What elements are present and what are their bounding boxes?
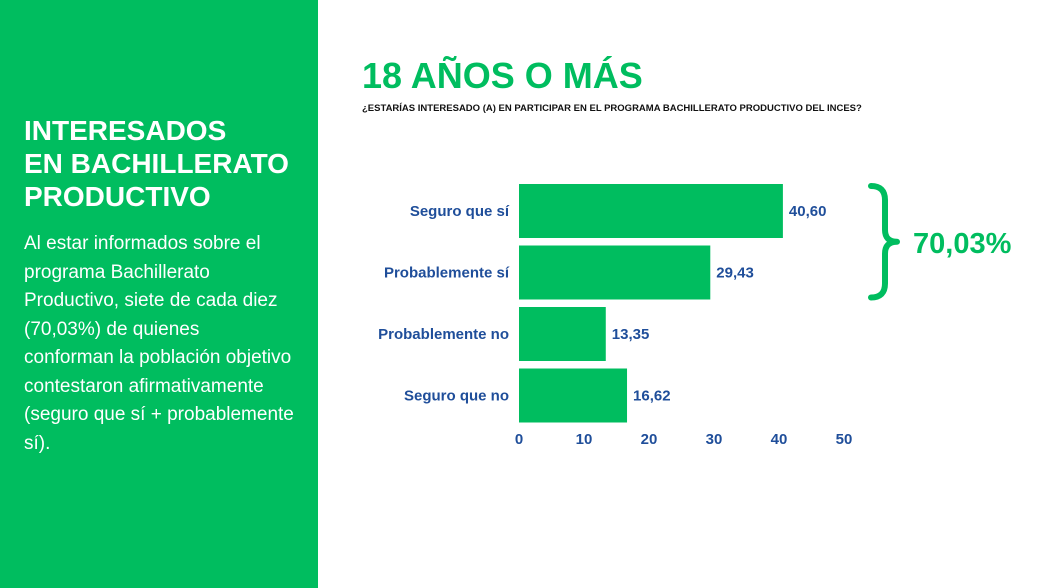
- x-tick-label: 0: [515, 431, 523, 448]
- data-label: 16,62: [633, 388, 671, 405]
- x-tick-label: 20: [641, 431, 658, 448]
- panel-body-text: Al estar informados sobre el programa Ba…: [24, 233, 294, 454]
- data-label: 13,35: [612, 326, 650, 343]
- x-tick-label: 50: [836, 431, 853, 448]
- bar: [519, 368, 628, 423]
- panel-heading-line: INTERESADOS: [24, 115, 227, 146]
- x-tick-label: 10: [576, 431, 593, 448]
- category-label: Probablemente no: [378, 326, 509, 343]
- panel-heading-line: EN BACHILLERATO: [24, 148, 289, 179]
- panel-heading-line: PRODUCTIVO: [24, 181, 211, 212]
- bar: [519, 307, 606, 361]
- panel-heading: INTERESADOS EN BACHILLERATO PRODUCTIVO: [24, 114, 309, 213]
- category-label: Probablemente sí: [384, 265, 510, 282]
- left-panel: INTERESADOS EN BACHILLERATO PRODUCTIVO A…: [0, 0, 318, 588]
- bracket-total-label: 70,03%: [913, 228, 1012, 260]
- data-label: 29,43: [716, 265, 754, 282]
- data-label: 40,60: [789, 203, 827, 220]
- bar: [519, 245, 711, 300]
- page-title: 18 AÑOS O MÁS: [362, 55, 643, 96]
- x-tick-label: 30: [706, 431, 723, 448]
- category-label: Seguro que no: [404, 388, 509, 405]
- page-subtitle: ¿ESTARÍAS INTERESADO (A) EN PARTICIPAR E…: [362, 103, 862, 114]
- curly-brace: [868, 183, 900, 301]
- x-tick-label: 40: [771, 431, 788, 448]
- bar: [519, 184, 783, 238]
- category-label: Seguro que sí: [410, 203, 510, 220]
